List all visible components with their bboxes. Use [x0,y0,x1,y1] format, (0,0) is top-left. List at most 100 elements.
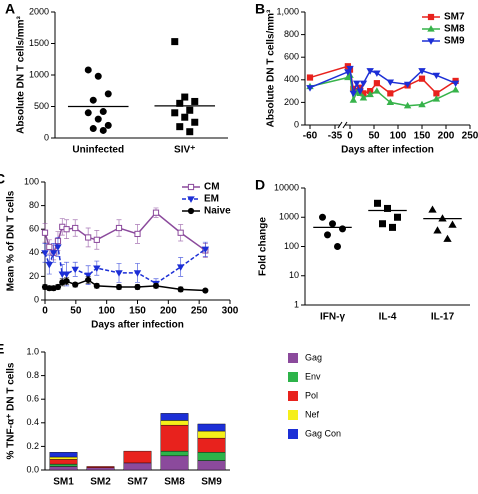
point [451,80,460,88]
point [359,80,368,88]
y-axis-label: % TNF-α⁺ DN T cells [6,362,17,459]
y-tick-label: 2000 [29,6,49,16]
x-tick-label: IL-4 [379,312,397,323]
y-axis-label: Fold change [258,217,269,276]
y-tick-label: 40 [29,247,39,257]
point [443,234,452,242]
x-tick-label: -35 [328,131,343,142]
point [432,72,441,80]
point [432,95,441,102]
x-tick-label: 150 [414,131,431,142]
x-tick-label: SIV⁺ [174,145,195,156]
point [366,90,374,98]
point [54,244,62,251]
point [93,265,101,272]
point [418,100,426,108]
bar-segment [160,424,189,452]
bar-segment [49,463,78,467]
legend-label: SM9 [444,36,465,47]
legend-label: EM [204,194,219,205]
y-tick-label: 0.8 [26,370,39,380]
point [41,250,49,257]
point [171,109,179,117]
point [373,87,381,94]
y-tick-label: 10 [289,270,299,280]
x-tick-label: SM1 [53,477,74,488]
point [187,196,195,203]
point [359,94,368,101]
point [427,25,435,32]
point [181,113,189,121]
point [171,38,179,46]
point [49,250,58,257]
point [319,213,326,221]
bar-segment [49,452,78,458]
y-tick-label: 0.6 [26,394,39,404]
point [394,213,401,221]
y-tick-label: 1,000 [276,6,299,16]
legend-label: Gag Con [305,428,341,438]
point [339,225,346,233]
y-tick-label: 400 [284,74,299,84]
legend-label: Pol [305,390,318,400]
bar-segment [160,413,189,421]
point [176,123,184,131]
y-tick-label: 1 [294,299,299,309]
point [191,118,199,126]
point [433,226,442,234]
y-tick-label: 600 [284,52,299,62]
y-tick-label: 60 [29,224,39,234]
bar-segment [160,450,189,457]
point [115,270,123,277]
bar-segment [123,450,152,464]
point [104,90,112,98]
point [187,207,195,215]
point [451,86,460,93]
bar-segment [86,467,115,471]
legend-label: Naive [204,206,231,217]
point [386,98,395,105]
point [448,220,457,228]
y-tick-label: 80 [29,200,39,210]
x-axis-label: Days after infection [341,145,434,156]
point [63,278,70,285]
point [45,262,54,269]
point [373,80,380,87]
point [152,282,160,289]
point [62,271,71,278]
y-tick-label: 0.0 [26,464,39,474]
point [387,90,394,97]
point [85,276,92,284]
bar-segment [197,437,226,453]
legend-label: SM8 [444,24,465,35]
point [329,220,336,228]
legend-swatch [288,429,298,439]
point [186,106,194,114]
point [403,81,412,89]
x-axis-label: Days after infection [91,320,184,331]
x-tick-label: 50 [70,306,82,317]
point [187,183,195,191]
point [386,79,395,86]
legend-label: Gag [305,352,322,362]
point [427,38,435,45]
x-tick-label: 300 [222,306,239,317]
axis-break [342,121,348,129]
bar-segment [160,420,189,426]
axis-break [337,121,343,129]
y-tick-label: 200 [284,97,299,107]
point [306,74,314,81]
point [191,97,199,105]
point [93,282,100,289]
point [177,229,184,236]
point [104,121,112,129]
panel-label: B [255,1,265,17]
panel-label: D [255,177,265,193]
point [202,287,209,294]
point [134,283,141,291]
series-line [309,65,457,95]
point [133,270,142,277]
point [85,234,92,241]
y-tick-label: 20 [29,271,39,281]
series-line [309,66,456,94]
